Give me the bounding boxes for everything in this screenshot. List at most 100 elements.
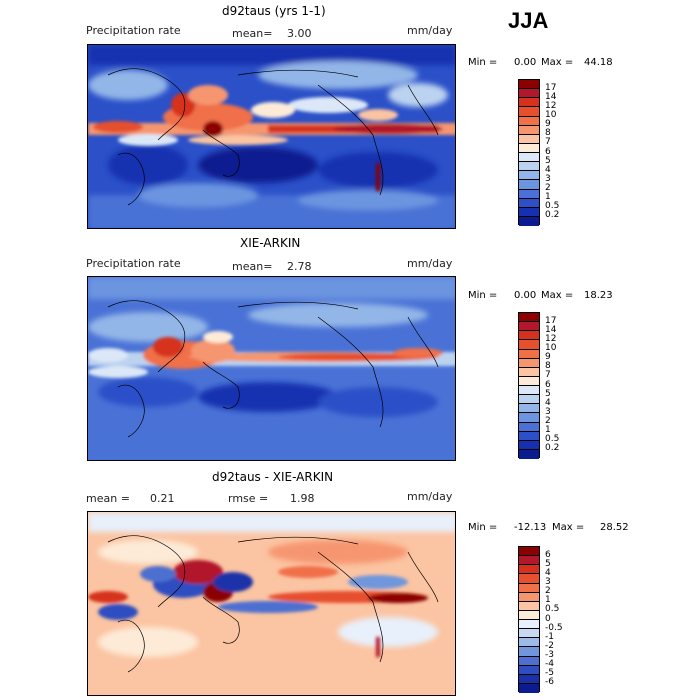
colorbar-tick-label: 12 bbox=[545, 333, 557, 344]
colorbar-swatch bbox=[519, 647, 539, 657]
panel1-map-field bbox=[88, 45, 455, 228]
panel2-colorbar bbox=[518, 312, 540, 459]
colorbar-tick-label: 0.2 bbox=[545, 443, 560, 454]
panel1-colorbar bbox=[518, 79, 540, 226]
colorbar-swatch bbox=[519, 198, 539, 208]
colorbar-swatch bbox=[519, 89, 539, 99]
panel3-max-value: 28.52 bbox=[600, 522, 629, 533]
colorbar-tick-label: 9 bbox=[545, 352, 551, 363]
panel1-coastlines bbox=[107, 68, 439, 206]
colorbar-tick-label: 0.2 bbox=[545, 210, 560, 221]
colorbar-swatch bbox=[519, 180, 539, 190]
panel1-units: mm/day bbox=[407, 24, 453, 37]
colorbar-tick-label: 6 bbox=[545, 146, 551, 157]
panel3-mean-label: mean = bbox=[86, 492, 130, 505]
colorbar-tick-label: 5 bbox=[545, 558, 551, 569]
colorbar-swatch bbox=[519, 207, 539, 217]
colorbar-tick-label: 14 bbox=[545, 324, 557, 335]
colorbar-swatch bbox=[519, 565, 539, 575]
colorbar-swatch bbox=[519, 143, 539, 153]
colorbar-tick-label: 2 bbox=[545, 416, 551, 426]
colorbar-tick-label: -1 bbox=[545, 631, 554, 642]
panel2-mean-label: mean= bbox=[232, 260, 273, 273]
colorbar-swatch bbox=[519, 547, 539, 557]
colorbar-swatch bbox=[519, 171, 539, 181]
colorbar-swatch bbox=[519, 404, 539, 414]
colorbar-tick-label: 1 bbox=[545, 595, 551, 606]
colorbar-tick-label: 7 bbox=[545, 370, 551, 381]
panel2-min-label: Min = bbox=[468, 290, 498, 301]
colorbar-tick-label: 6 bbox=[545, 379, 551, 390]
panel2-coastlines bbox=[107, 300, 439, 438]
colorbar-swatch bbox=[519, 556, 539, 566]
colorbar-tick-label: -4 bbox=[545, 659, 554, 670]
colorbar-swatch bbox=[519, 656, 539, 666]
panel1-variable-label: Precipitation rate bbox=[86, 24, 181, 37]
panel1-max-value: 44.18 bbox=[584, 57, 613, 68]
colorbar-tick-label: 4 bbox=[545, 164, 551, 175]
colorbar-swatch bbox=[519, 620, 539, 630]
colorbar-tick-label: 3 bbox=[545, 577, 551, 587]
panel1-mean-label: mean= bbox=[232, 27, 273, 40]
colorbar-tick-label: 17 bbox=[545, 315, 557, 326]
colorbar-tick-label: 10 bbox=[545, 343, 557, 353]
panel3-min-value: -12.13 bbox=[514, 522, 547, 533]
panel2-title: XIE-ARKIN bbox=[240, 236, 301, 250]
season-label: JJA bbox=[508, 8, 549, 33]
panel3-units: mm/day bbox=[407, 490, 453, 503]
colorbar-tick-label: 1 bbox=[545, 425, 551, 436]
colorbar-swatch bbox=[519, 674, 539, 684]
colorbar-tick-label: 5 bbox=[545, 388, 551, 399]
colorbar-swatch bbox=[519, 629, 539, 639]
colorbar-tick-label: -2 bbox=[545, 640, 554, 651]
colorbar-swatch bbox=[519, 189, 539, 199]
colorbar-swatch bbox=[519, 395, 539, 405]
panel2-min-value: 0.00 bbox=[514, 290, 537, 301]
panel1-title: d92taus (yrs 1-1) bbox=[222, 4, 326, 18]
colorbar-swatch bbox=[519, 358, 539, 368]
panel1-map bbox=[87, 44, 456, 229]
panel2-mean-value: 2.78 bbox=[287, 260, 312, 273]
colorbar-tick-label: 12 bbox=[545, 100, 557, 111]
colorbar-swatch bbox=[519, 665, 539, 675]
panel3-title: d92taus - XIE-ARKIN bbox=[212, 470, 334, 484]
colorbar-swatch bbox=[519, 125, 539, 135]
panel2-units: mm/day bbox=[407, 257, 453, 270]
colorbar-tick-label: 17 bbox=[545, 82, 557, 93]
colorbar-swatch bbox=[519, 349, 539, 359]
colorbar-swatch bbox=[519, 153, 539, 163]
panel3-coastlines bbox=[107, 535, 439, 673]
colorbar-tick-label: 1 bbox=[545, 192, 551, 203]
colorbar-tick-label: 0.5 bbox=[545, 604, 560, 615]
colorbar-tick-label: 8 bbox=[545, 128, 551, 139]
panel3-map bbox=[87, 511, 456, 696]
colorbar-tick-label: 7 bbox=[545, 137, 551, 148]
colorbar-tick-label: 2 bbox=[545, 183, 551, 193]
colorbar-swatch bbox=[519, 216, 539, 226]
colorbar-tick-label: -0.5 bbox=[545, 622, 563, 633]
colorbar-swatch bbox=[519, 340, 539, 350]
colorbar-swatch bbox=[519, 386, 539, 396]
colorbar-swatch bbox=[519, 80, 539, 90]
colorbar-swatch bbox=[519, 574, 539, 584]
panel3-rmse-value: 1.98 bbox=[290, 492, 315, 505]
colorbar-swatch bbox=[519, 422, 539, 432]
panel1-min-value: 0.00 bbox=[514, 57, 537, 68]
colorbar-swatch bbox=[519, 134, 539, 144]
colorbar-swatch bbox=[519, 683, 539, 693]
colorbar-tick-label: 3 bbox=[545, 406, 551, 417]
panel2-max-value: 18.23 bbox=[584, 290, 613, 301]
colorbar-swatch bbox=[519, 592, 539, 602]
colorbar-tick-label: 0.5 bbox=[545, 201, 560, 212]
colorbar-swatch bbox=[519, 162, 539, 172]
colorbar-tick-label: -6 bbox=[545, 677, 554, 688]
colorbar-swatch bbox=[519, 313, 539, 323]
colorbar-tick-label: 2 bbox=[545, 586, 551, 597]
colorbar-swatch bbox=[519, 322, 539, 332]
colorbar-swatch bbox=[519, 98, 539, 108]
colorbar-tick-label: 10 bbox=[545, 110, 557, 120]
colorbar-tick-label: 9 bbox=[545, 119, 551, 130]
colorbar-swatch bbox=[519, 367, 539, 377]
colorbar-tick-label: 0.5 bbox=[545, 434, 560, 445]
panel3-max-label: Max = bbox=[552, 522, 585, 533]
